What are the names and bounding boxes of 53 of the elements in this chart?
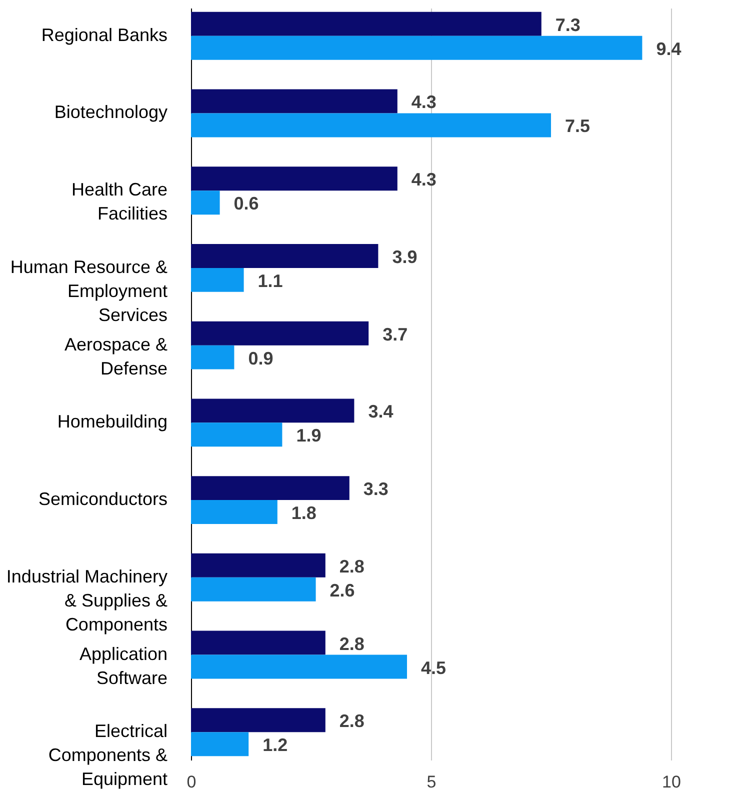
bar [191, 422, 282, 447]
bar [191, 500, 278, 524]
bar [191, 321, 369, 346]
data-label: 2.6 [330, 580, 355, 600]
data-label: 3.3 [363, 479, 388, 500]
bar [191, 12, 542, 36]
y-tick-label: Human Resource & Employment Services [10, 256, 168, 325]
y-tick-label: Semiconductors [38, 489, 168, 510]
y-tick-label: Biotechnology [54, 102, 168, 122]
bar [191, 654, 407, 679]
data-label: 1.1 [258, 270, 283, 291]
bar [191, 708, 326, 732]
data-label: 4.3 [411, 92, 436, 112]
data-label: 9.4 [656, 38, 682, 59]
data-label: 0.9 [248, 348, 274, 368]
bar [191, 732, 249, 756]
data-label: 3.4 [368, 402, 394, 422]
data-label: 4.5 [421, 658, 446, 678]
y-tick-label: Electrical Components & Equipment [48, 721, 168, 790]
y-tick-label: Homebuilding [57, 412, 168, 432]
bar [191, 36, 642, 60]
data-label: 3.9 [392, 246, 418, 267]
bar [191, 476, 350, 500]
data-label: 7.3 [555, 14, 580, 35]
data-label: 7.5 [565, 116, 590, 136]
x-tick-label: 0 [186, 772, 196, 791]
data-label: 2.8 [339, 556, 364, 576]
y-tick-label: Industrial Machinery & Supplies & Components [6, 566, 168, 634]
x-tick-label: 10 [662, 772, 681, 791]
data-label: 0.6 [234, 194, 259, 214]
data-label: 1.8 [291, 503, 316, 524]
y-tick-label: Aerospace & Defense [64, 334, 168, 378]
x-tick-label: 5 [426, 772, 436, 791]
y-tick-label: Health Care Facilities [71, 180, 168, 224]
data-label: 2.8 [339, 711, 364, 732]
bar [191, 398, 354, 423]
y-tick-label: Application Software [79, 644, 168, 688]
bar [191, 166, 398, 191]
data-label: 1.9 [296, 426, 322, 446]
data-label: 1.2 [262, 735, 288, 756]
bar [191, 345, 234, 370]
bar [191, 113, 551, 138]
bar [191, 190, 220, 215]
data-label: 4.3 [411, 170, 436, 190]
bar [191, 89, 398, 114]
y-tick-label: Regional Banks [41, 24, 168, 45]
bar [191, 553, 326, 578]
bar [191, 577, 316, 602]
data-label: 3.7 [382, 324, 408, 344]
bar [191, 268, 244, 292]
bar [191, 244, 378, 268]
data-label: 2.8 [339, 634, 364, 654]
bar [191, 630, 326, 655]
